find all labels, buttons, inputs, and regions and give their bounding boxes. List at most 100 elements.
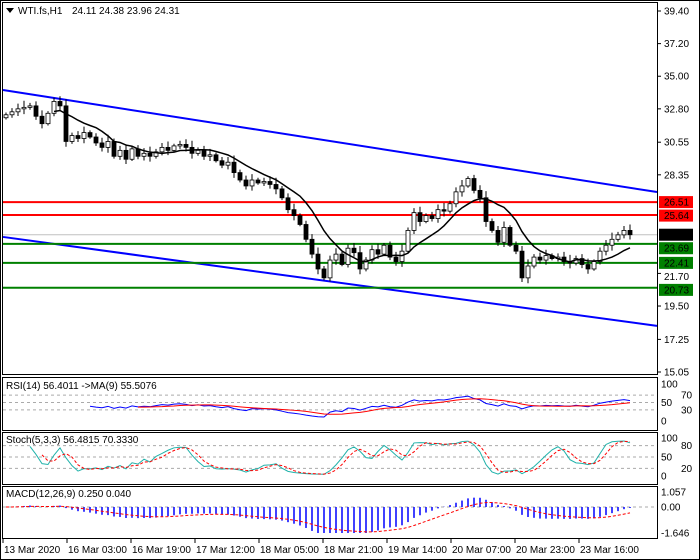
price-badge: 25.64: [664, 211, 689, 222]
candle: [543, 255, 549, 261]
candle: [621, 230, 627, 236]
candle: [381, 244, 387, 255]
candle: [15, 108, 21, 113]
moving-average-line: [53, 109, 631, 263]
price-tick-label: 15.05: [664, 368, 689, 379]
candle: [81, 132, 87, 139]
candle: [219, 160, 225, 166]
candle: [165, 146, 171, 151]
candle: [87, 132, 93, 138]
price-tick-label: 39.40: [664, 7, 689, 18]
price-badge-bg: [659, 196, 693, 209]
price-tick-label: 28.35: [664, 170, 689, 181]
rsi-ma-line: [137, 398, 631, 415]
candle: [3, 114, 9, 119]
price-tick-label: 17.25: [664, 335, 689, 346]
macd-panel: [2, 486, 658, 539]
price-badge-bg: [659, 242, 693, 255]
candle: [105, 141, 111, 148]
candle: [195, 149, 201, 154]
indicator-tick-label: 20: [681, 464, 693, 475]
price-tick-label: 35.00: [664, 72, 689, 83]
candle: [393, 256, 399, 262]
candle: [315, 253, 321, 270]
candle: [309, 238, 315, 255]
candle: [411, 212, 417, 231]
candle: [9, 111, 15, 116]
candle: [435, 209, 441, 219]
stoch-signal-line: [41, 440, 631, 475]
time-tick-label: 20 Mar 23:00: [516, 545, 575, 556]
candle: [465, 178, 471, 187]
candle: [609, 238, 615, 246]
candle: [339, 253, 345, 265]
candle: [585, 264, 591, 270]
candle: [579, 258, 585, 265]
candle: [231, 161, 237, 173]
candle: [201, 149, 207, 157]
candle: [321, 268, 327, 279]
time-tick-label: 23 Mar 16:00: [580, 545, 639, 556]
candle: [33, 105, 39, 117]
indicator-tick-label: 50: [661, 398, 673, 409]
candle: [111, 141, 117, 157]
candle: [453, 191, 459, 205]
time-tick-label: 16 Mar 03:00: [68, 545, 127, 556]
price-badge: 23.69: [664, 244, 689, 255]
channel-lower-line: [2, 235, 658, 327]
indicator-tick-label: 0: [661, 417, 667, 428]
price-badge: 20.73: [664, 285, 689, 296]
collapse-triangle-icon[interactable]: [6, 8, 14, 13]
candle: [507, 227, 513, 246]
candle: [255, 179, 261, 184]
candle: [627, 230, 633, 236]
time-tick-label: 20 Mar 07:00: [452, 545, 511, 556]
candle: [591, 261, 597, 270]
candle: [615, 234, 621, 240]
candle: [513, 244, 519, 252]
indicator-tick-label: -1.646: [661, 529, 690, 540]
candle: [429, 215, 435, 219]
candle: [597, 250, 603, 262]
candle: [303, 224, 309, 240]
price-panel: [2, 2, 658, 375]
candle: [99, 142, 105, 148]
indicator-tick-label: 50: [661, 453, 673, 464]
axes: 39.40 37.20 35.00 32.80 30.55 28.35 26.51 25.64…: [2, 7, 693, 556]
candle: [345, 247, 351, 265]
price-badge-bg: [659, 283, 693, 296]
indicator-tick-label: 100: [661, 434, 678, 445]
price-badge: 24.31: [664, 230, 689, 241]
indicator-tick-label: 80: [681, 441, 693, 452]
symbol-label: WTI.fs,H1: [18, 6, 63, 17]
candle: [363, 259, 369, 270]
time-tick-label: 18 Mar 05:00: [260, 545, 319, 556]
candle: [93, 136, 99, 144]
candle: [489, 221, 495, 231]
price-badge: 26.51: [664, 198, 689, 209]
candle: [51, 101, 57, 114]
candle: [477, 189, 483, 199]
price-badge-bg: [659, 228, 693, 241]
candle: [327, 259, 333, 279]
indicator-tick-label: 70: [681, 391, 693, 402]
candle: [351, 247, 357, 254]
indicator-tick-label: 30: [681, 405, 693, 416]
price-badge: 22.41: [664, 258, 689, 269]
candle: [237, 172, 243, 181]
candle: [405, 230, 411, 252]
candle: [459, 185, 465, 193]
price-tick-label: 19.50: [664, 302, 689, 313]
candle: [225, 161, 231, 166]
time-tick-label: 16 Mar 19:00: [132, 545, 191, 556]
price-tick-label: 37.20: [664, 39, 689, 50]
price-tick-label: 32.80: [664, 104, 689, 115]
stoch-main-line: [29, 440, 631, 475]
candle: [249, 179, 255, 187]
candle: [447, 203, 453, 212]
price-tick-label: 30.55: [664, 138, 689, 149]
candle: [45, 112, 51, 125]
candle: [129, 148, 135, 160]
candle: [39, 115, 45, 125]
